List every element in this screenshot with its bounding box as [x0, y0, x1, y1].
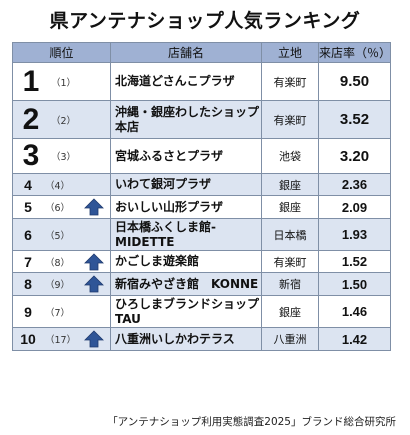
shop-name: 日本橋ふくしま館-MIDETTE [110, 218, 262, 251]
shop-location: 日本橋 [261, 218, 319, 251]
shop-location: 銀座 [261, 173, 319, 196]
previous-rank: （6） [45, 203, 71, 214]
rank-cell: 7 （8） [12, 250, 111, 273]
previous-rank: （2） [51, 115, 77, 127]
rank-cell: 6 （5） [12, 218, 111, 251]
table-body: 1 （1） 北海道どさんこプラザ 有楽町 9.50 2 （2） 沖縄・銀座わしたショップ本店有… [12, 62, 391, 351]
shop-location: 銀座 [261, 195, 319, 219]
table-row: 4 （4） いわて銀河プラザ 銀座 2.36 [12, 173, 391, 196]
visit-rate: 2.36 [318, 173, 391, 196]
shop-location: 銀座 [261, 295, 319, 328]
rank-number: 7 [24, 253, 32, 270]
shop-name: 北海道どさんこプラザ [110, 62, 262, 101]
shop-name: 宮城ふるさとプラザ [110, 138, 262, 174]
shop-name: ひろしまブランドショップTAU [110, 295, 262, 328]
rank-number: 9 [24, 303, 32, 320]
up-arrow-icon [84, 275, 104, 293]
table-row: 8 （9） 新宿みやざき館 KONNE 新宿 1.50 [12, 272, 391, 296]
rank-cell: 4 （4） [12, 173, 111, 196]
rank-cell: 3 （3） [12, 138, 111, 174]
table-header-row: 順位 店舗名 立地 来店率（％） [12, 42, 391, 63]
previous-rank: （8） [45, 257, 71, 269]
rank-cell: 10 （17） [12, 327, 111, 351]
source-note: 「アンテナショップ利用実態調査2025」ブランド総合研究所 [107, 416, 396, 428]
shop-name: 沖縄・銀座わしたショップ本店 [110, 100, 262, 139]
previous-rank: （7） [45, 307, 71, 319]
rank-cell: 9 （7） [12, 295, 111, 328]
previous-rank: （3） [51, 152, 77, 163]
header-shop: 店舗名 [110, 42, 262, 63]
visit-rate: 9.50 [318, 62, 391, 101]
visit-rate: 1.42 [318, 327, 391, 351]
rank-number: 10 [20, 331, 36, 347]
header-rate: 来店率（％） [318, 42, 391, 63]
rank-number: 3 [22, 139, 40, 172]
visit-rate: 1.93 [318, 218, 391, 251]
visit-rate: 3.52 [318, 100, 391, 139]
page-title: 県アンテナショップ人気ランキング [49, 10, 361, 32]
previous-rank: （17） [45, 335, 77, 346]
shop-name: 八重洲いしかわテラス [110, 327, 262, 351]
header-rank: 順位 [12, 42, 111, 63]
previous-rank: （5） [45, 230, 71, 242]
rank-cell: 8 （9） [12, 272, 111, 296]
rank-number: 2 [22, 102, 40, 136]
rank-cell: 2 （2） [12, 100, 111, 139]
rank-number: 4 [24, 176, 32, 193]
shop-location: 有楽町 [261, 100, 319, 139]
table-row: 3 （3） 宮城ふるさとプラザ 池袋 3.20 [12, 138, 391, 174]
visit-rate: 1.52 [318, 250, 391, 273]
shop-location: 有楽町 [261, 250, 319, 273]
up-arrow-icon [84, 330, 104, 348]
rank-number: 6 [24, 226, 32, 243]
ranking-table: 順位 店舗名 立地 来店率（％） 1 （1） 北海道どさんこプラザ 有楽町 9.50 2 （… [12, 42, 391, 351]
rank-number: 5 [24, 199, 32, 215]
table-row: 5 （6） おいしい山形プラザ 銀座 2.09 [12, 195, 391, 219]
table-row: 10 （17） 八重洲いしかわテラス 八重洲 1.42 [12, 327, 391, 351]
visit-rate: 1.50 [318, 272, 391, 296]
rank-cell: 1 （1） [12, 62, 111, 101]
table-row: 2 （2） 沖縄・銀座わしたショップ本店 有楽町 3.52 [12, 100, 391, 139]
shop-location: 新宿 [261, 272, 319, 296]
up-arrow-icon [84, 198, 104, 216]
shop-location: 八重洲 [261, 327, 319, 351]
shop-name: いわて銀河プラザ [110, 173, 262, 196]
header-location: 立地 [261, 42, 319, 63]
table-row: 7 （8） かごしま遊楽館 有楽町 1.52 [12, 250, 391, 273]
previous-rank: （9） [45, 280, 71, 291]
table-row: 9 （7） ひろしまブランドショップTAU 銀座 1.46 [12, 295, 391, 328]
table-row: 6 （5） 日本橋ふくしま館-MIDETTE 日本橋 1.93 [12, 218, 391, 251]
shop-location: 有楽町 [261, 62, 319, 101]
shop-location: 池袋 [261, 138, 319, 174]
shop-name: 新宿みやざき館 KONNE [110, 272, 262, 296]
shop-name: かごしま遊楽館 [110, 250, 262, 273]
previous-rank: （4） [45, 180, 71, 192]
table-row: 1 （1） 北海道どさんこプラザ 有楽町 9.50 [12, 62, 391, 101]
visit-rate: 3.20 [318, 138, 391, 174]
rank-number: 1 [22, 64, 40, 98]
visit-rate: 1.46 [318, 295, 391, 328]
visit-rate: 2.09 [318, 195, 391, 219]
rank-cell: 5 （6） [12, 195, 111, 219]
up-arrow-icon [84, 252, 104, 270]
shop-name: おいしい山形プラザ [110, 195, 262, 219]
rank-number: 8 [24, 276, 32, 292]
previous-rank: （1） [51, 77, 77, 89]
